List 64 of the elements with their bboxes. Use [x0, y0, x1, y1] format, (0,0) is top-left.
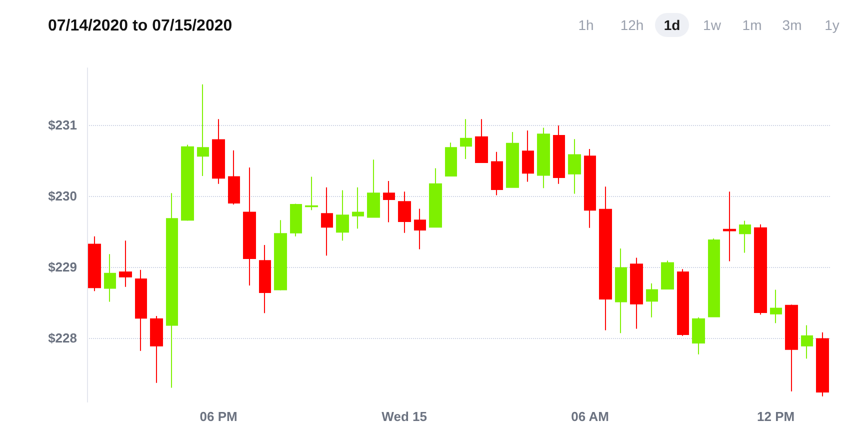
candlestick — [506, 131, 519, 188]
candlestick — [630, 257, 643, 330]
y-tick-label: $229 — [48, 259, 77, 274]
y-tick-label: $231 — [48, 117, 77, 132]
text: 1h — [578, 17, 594, 33]
candlestick — [243, 166, 256, 286]
candlestick — [135, 269, 147, 352]
candlestick — [181, 144, 194, 222]
text: 1y — [824, 17, 840, 33]
candlestick — [336, 190, 349, 242]
candlestick — [119, 240, 132, 288]
candlestick — [367, 159, 380, 218]
candlestick — [584, 148, 596, 228]
candlestick — [599, 186, 612, 331]
candlestick — [491, 151, 503, 196]
x-tick-label: 06 PM — [200, 409, 238, 424]
candlestick — [677, 268, 689, 336]
candlestick — [398, 191, 411, 234]
candlestick — [88, 236, 101, 292]
y-tick-label: $230 — [48, 188, 77, 204]
candlestick — [290, 203, 302, 237]
candlestick — [150, 316, 163, 384]
text: 12h — [620, 17, 644, 33]
candlestick — [197, 84, 209, 177]
candlestick — [352, 186, 364, 230]
candlestick — [692, 316, 705, 355]
candlestick — [553, 125, 565, 184]
candlestick — [460, 118, 472, 160]
candlestick — [785, 304, 798, 392]
candlestick — [104, 254, 116, 302]
x-tick-label: 12 PM — [757, 409, 795, 424]
candlestick — [708, 238, 720, 318]
candlestick — [383, 180, 395, 223]
candlestick — [754, 224, 767, 316]
text: 3m — [782, 17, 802, 33]
candlestick — [228, 150, 240, 205]
candlestick — [305, 176, 318, 211]
candlestick — [615, 248, 627, 334]
y-tick-label: $228 — [48, 330, 77, 346]
text: 1m — [742, 17, 762, 33]
candlestick — [321, 186, 333, 256]
x-tick-label: 06 AM — [571, 409, 609, 424]
candlestick — [723, 191, 736, 262]
candlestick — [537, 127, 550, 189]
candlestick — [445, 142, 457, 177]
candlestick — [568, 138, 581, 194]
text: 1w — [703, 17, 722, 33]
candlestick — [816, 332, 829, 397]
candlestick — [259, 244, 271, 314]
candlestick — [770, 289, 782, 324]
candlestick — [646, 282, 658, 318]
text: 1d — [664, 17, 680, 33]
candlestick — [661, 260, 674, 290]
candlestick — [212, 118, 225, 184]
candlestick — [274, 220, 287, 291]
candlestick — [429, 168, 442, 228]
candlestick — [522, 130, 534, 182]
candlestick — [475, 118, 488, 164]
candlestick — [801, 324, 813, 360]
candlestick — [166, 192, 178, 388]
candlestick — [739, 220, 751, 254]
candlestick — [414, 208, 426, 250]
x-tick-label: Wed 15 — [382, 409, 427, 424]
chart-title: 07/14/2020 to 07/15/2020 — [48, 18, 232, 34]
